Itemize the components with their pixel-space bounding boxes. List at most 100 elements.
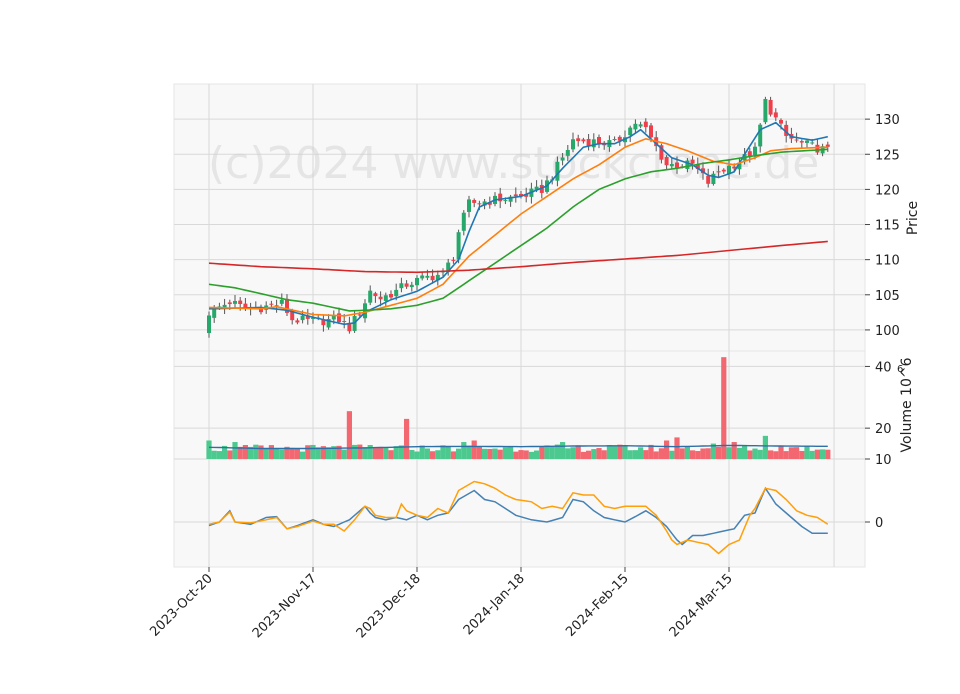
- candle-body-down: [747, 151, 752, 158]
- candle-body-up: [628, 127, 633, 136]
- volume-bar: [612, 445, 618, 459]
- candle-body-up: [342, 320, 347, 322]
- candle: [326, 314, 331, 330]
- volume-bar: [461, 442, 467, 459]
- volume-bar: [268, 445, 274, 459]
- volume-bar: [482, 448, 488, 459]
- volume-bar: [648, 444, 654, 459]
- volume-bar: [263, 447, 269, 459]
- candle-body-down: [290, 310, 295, 321]
- candle-body-down: [285, 298, 289, 313]
- volume-bar: [768, 450, 774, 459]
- candle: [669, 157, 674, 169]
- candle-body-down: [649, 125, 653, 138]
- candle-body-down: [524, 194, 529, 197]
- volume-bar: [773, 451, 779, 459]
- volume-bar: [591, 449, 597, 459]
- volume-bar: [710, 443, 716, 459]
- candle-body-up: [331, 315, 336, 320]
- candle-body-down: [695, 163, 700, 170]
- volume-bar: [513, 451, 519, 459]
- candle-body-up: [461, 212, 466, 231]
- candle: [753, 142, 757, 160]
- candle-body-up: [311, 317, 315, 319]
- candle-body-down: [784, 124, 789, 136]
- candle: [555, 156, 560, 187]
- candle-body-down: [825, 144, 830, 147]
- candle-body-up: [274, 305, 279, 307]
- price-tick-label: 105: [875, 289, 900, 304]
- volume-bar: [705, 448, 711, 459]
- oscillator-fast-line: [208, 486, 828, 546]
- candle-body-down: [295, 320, 300, 323]
- candle: [758, 123, 763, 153]
- candle-body-up: [409, 284, 414, 288]
- volume-bar: [622, 445, 628, 459]
- candle-body-down: [773, 112, 778, 118]
- candle-body-up: [394, 289, 399, 297]
- candle-body-down: [357, 314, 362, 316]
- candle: [768, 96, 773, 117]
- volume-bar: [445, 446, 451, 459]
- candle: [451, 257, 456, 264]
- x-tick-label: 2024-Mar-15: [667, 571, 736, 640]
- oscillator-panel-background: [173, 458, 866, 568]
- volume-bar: [372, 447, 378, 459]
- candle-body-down: [430, 275, 435, 281]
- candle-body-up: [810, 142, 815, 144]
- candle: [643, 118, 648, 133]
- candle: [233, 295, 237, 308]
- volume-bar: [409, 449, 415, 459]
- volume-bar: [674, 437, 680, 459]
- volume-bar: [679, 448, 685, 459]
- candle-body-down: [513, 194, 518, 197]
- price-ma20-line: [208, 148, 828, 312]
- volume-bar: [544, 445, 550, 459]
- x-tick-label: 2023-Dec-18: [354, 571, 424, 641]
- volume-bar: [320, 446, 326, 459]
- volume-bar: [435, 450, 441, 459]
- candle: [519, 191, 523, 199]
- candle: [773, 108, 778, 121]
- candle-body-up: [233, 300, 237, 304]
- volume-bar: [424, 448, 430, 459]
- candle-body-up: [415, 277, 419, 286]
- volume-bar: [716, 446, 722, 459]
- volume-bar: [450, 451, 456, 459]
- volume-bar: [211, 450, 217, 459]
- candle: [269, 300, 274, 308]
- volume-bar: [778, 446, 784, 459]
- candle-body-up: [591, 139, 596, 148]
- volume-bar: [357, 444, 363, 459]
- volume-bar: [388, 450, 394, 459]
- candle: [305, 308, 310, 325]
- volume-bar: [310, 444, 316, 459]
- volume-bar: [404, 418, 410, 459]
- candle: [347, 316, 352, 334]
- candle-body-down: [305, 315, 310, 319]
- candle: [805, 139, 809, 149]
- candle: [207, 311, 211, 338]
- candle-body-up: [326, 318, 331, 328]
- volume-bar: [383, 447, 389, 459]
- candle: [461, 210, 466, 236]
- candle-body-down: [716, 171, 721, 173]
- volume-bar: [253, 444, 259, 459]
- candle-body-up: [753, 146, 757, 155]
- candle-body-down: [472, 200, 477, 203]
- volume-bar: [534, 450, 540, 459]
- volume-bar: [549, 446, 555, 459]
- volume-bar: [206, 440, 212, 459]
- candle-body-down: [586, 138, 591, 147]
- volume-tick-label: 40: [875, 360, 892, 375]
- volume-bar: [799, 450, 805, 459]
- volume-bar: [289, 447, 295, 459]
- candle: [409, 281, 414, 292]
- volume-bar: [695, 451, 701, 459]
- candle-body-down: [576, 138, 581, 142]
- volume-bar: [638, 447, 644, 459]
- volume-bar: [274, 448, 280, 459]
- candle-body-up: [300, 315, 305, 321]
- candle: [467, 195, 471, 218]
- candle-body-up: [435, 274, 440, 281]
